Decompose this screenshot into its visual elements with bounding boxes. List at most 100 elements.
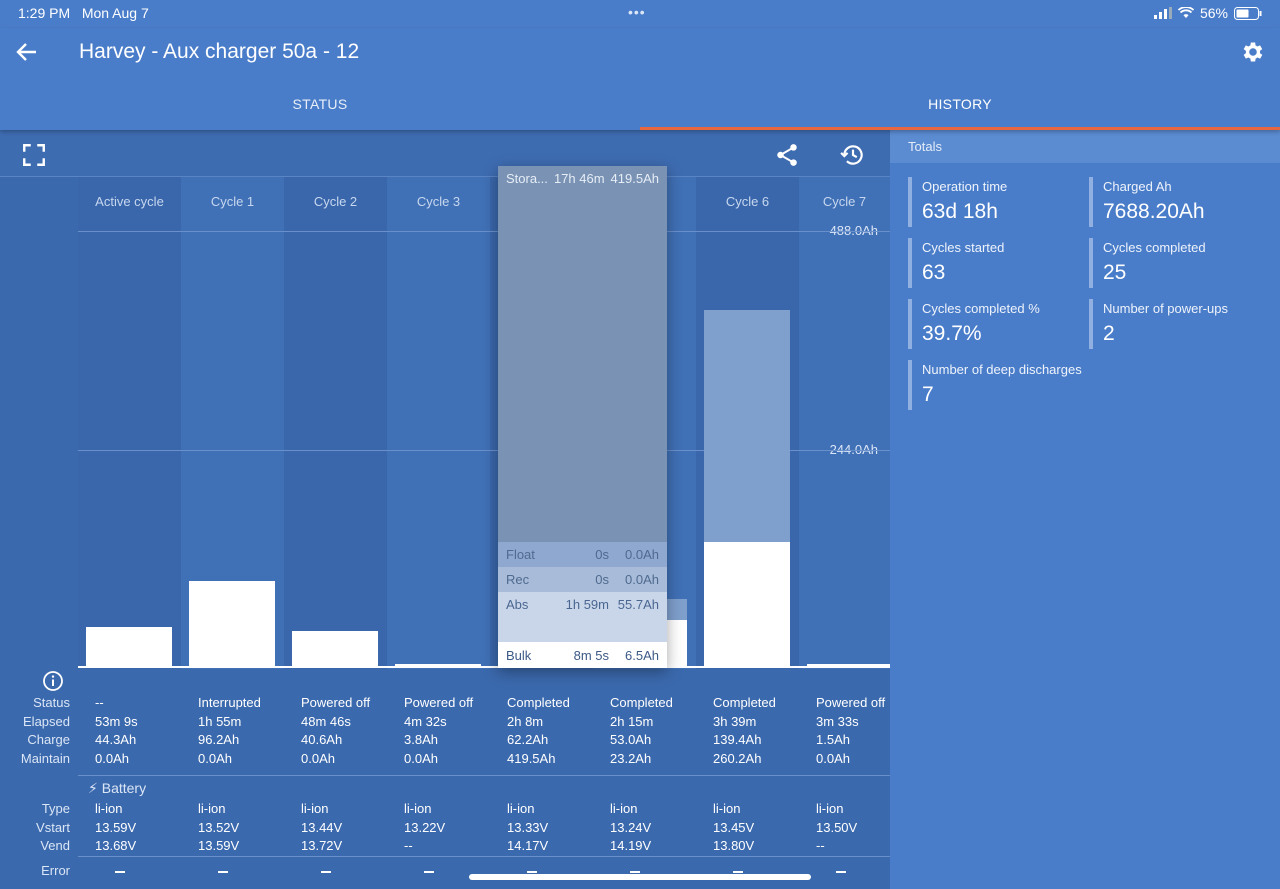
- stat-label: Number of deep discharges: [922, 362, 1082, 377]
- cycle-cell-elapsed: 3h 39m: [713, 713, 757, 729]
- app-bar: Harvey - Aux charger 50a - 12 STATUS HIS…: [0, 28, 1280, 130]
- cycle-detail-tooltip[interactable]: Stora... 17h 46m 419.5Ah Float 0s 0.0Ah Re…: [498, 166, 667, 668]
- tab-status[interactable]: STATUS: [292, 96, 348, 112]
- cycle-cell-status: Completed: [713, 695, 776, 710]
- home-indicator[interactable]: [469, 874, 811, 880]
- row-label-maintain: Maintain: [20, 750, 70, 766]
- share-icon[interactable]: [774, 142, 800, 168]
- tooltip-row-name: Float: [506, 547, 535, 562]
- history-clock-icon[interactable]: [840, 142, 866, 168]
- stat-label: Cycles started: [922, 240, 1005, 255]
- info-icon[interactable]: [42, 670, 64, 692]
- column-header[interactable]: Cycle 2: [313, 194, 358, 209]
- cycle-cell-status: Interrupted: [198, 695, 261, 710]
- row-label-type: Type: [41, 801, 70, 816]
- charge-bar[interactable]: [292, 630, 378, 667]
- gridline: [78, 450, 890, 451]
- cycle-cell-charge: 139.4Ah: [713, 732, 762, 747]
- cycle-cell-type: li-ion: [713, 801, 741, 816]
- totals-panel: Totals Operation time 63d 18h Charged Ah 7…: [890, 130, 1280, 889]
- row-label-error: Error: [41, 863, 70, 878]
- cycle-cell-elapsed: 1h 55m: [198, 713, 242, 729]
- stat-cycles-completed: Cycles completed 25: [1089, 238, 1206, 288]
- stat-value: 63: [922, 261, 946, 284]
- tooltip-row-name: Bulk: [506, 647, 532, 663]
- cycle-cell-status: Powered off: [816, 695, 886, 710]
- tooltip-row-value: 0.0Ah: [625, 547, 659, 562]
- stat-power-ups: Number of power-ups 2: [1089, 299, 1228, 349]
- tooltip-row-float: Float 0s 0.0Ah: [498, 542, 667, 567]
- stat-value: 2: [1103, 322, 1115, 345]
- fullscreen-icon[interactable]: [21, 142, 47, 168]
- stat-value: 25: [1103, 261, 1127, 284]
- stat-charged-ah: Charged Ah 7688.20Ah: [1089, 177, 1205, 227]
- error-none-mark: [218, 871, 228, 873]
- column-stripe: [284, 177, 387, 669]
- cycle-cell-type: li-ion: [95, 801, 123, 816]
- cycle-cell-charge: 1.5Ah: [816, 732, 850, 747]
- cycle-cell-type: li-ion: [610, 801, 638, 816]
- stat-value: 63d 18h: [922, 200, 998, 223]
- tooltip-row-rec: Rec 0s 0.0Ah: [498, 567, 667, 592]
- back-arrow-icon[interactable]: [14, 38, 40, 66]
- column-header[interactable]: Cycle 3: [416, 194, 461, 209]
- tab-history[interactable]: HISTORY: [640, 90, 1280, 130]
- gear-icon[interactable]: [1240, 38, 1266, 66]
- stat-label: Cycles completed: [1103, 240, 1206, 255]
- cycle-cell-vstart: 13.24V: [610, 819, 652, 835]
- charge-bar[interactable]: [86, 627, 172, 667]
- cycle-cell-elapsed: 4m 32s: [404, 713, 447, 729]
- error-none-mark: [836, 871, 846, 873]
- cycle-cell-maintain: 419.5Ah: [507, 750, 556, 766]
- charge-bar[interactable]: [704, 542, 790, 667]
- divider: [78, 775, 890, 776]
- cycle-cell-vstart: 13.33V: [507, 819, 549, 835]
- cycle-cell-type: li-ion: [198, 801, 226, 816]
- cycle-cell-charge: 96.2Ah: [198, 732, 240, 747]
- cycle-cell-maintain: 260.2Ah: [713, 750, 762, 766]
- column-stripe: [387, 177, 490, 669]
- cycle-cell-type: li-ion: [404, 801, 432, 816]
- maintain-bar[interactable]: [704, 309, 790, 543]
- cycle-cell-charge: 3.8Ah: [404, 732, 438, 747]
- row-label-elapsed: Elapsed: [23, 713, 70, 729]
- cycle-cell-elapsed: 48m 46s: [301, 713, 351, 729]
- cycle-cell-maintain: 0.0Ah: [198, 750, 232, 766]
- battery-section-label: Battery: [101, 780, 147, 796]
- tooltip-row-bulk: Bulk 8m 5s 6.5Ah: [498, 642, 667, 668]
- charge-bar[interactable]: [189, 581, 275, 667]
- y-tick-label: 244.0Ah: [829, 442, 878, 457]
- column-header[interactable]: Cycle 6: [725, 194, 770, 209]
- cycle-cell-vstart: 13.45V: [713, 819, 755, 835]
- chart-toolbar: [0, 130, 890, 177]
- charge-bar[interactable]: [807, 664, 893, 667]
- multitask-dots-icon[interactable]: •••: [628, 4, 646, 20]
- column-header[interactable]: Cycle 1: [210, 194, 255, 209]
- column-header[interactable]: Cycle 7: [822, 194, 867, 209]
- tooltip-row-value: 0.0Ah: [625, 572, 659, 587]
- cycle-cell-status: --: [95, 695, 104, 710]
- column-header[interactable]: Active cycle: [95, 194, 164, 209]
- chart-baseline: [78, 666, 890, 668]
- cycle-cell-vend: 13.80V: [713, 838, 755, 853]
- tooltip-row-time: 8m 5s: [573, 647, 609, 663]
- totals-title: Totals: [890, 130, 1280, 163]
- row-label-vstart: Vstart: [36, 819, 70, 835]
- cycle-cell-type: li-ion: [816, 801, 844, 816]
- cycle-cell-maintain: 23.2Ah: [610, 750, 652, 766]
- battery-row-labels: Type Vstart Vend: [0, 800, 70, 856]
- stat-value: 7688.20Ah: [1103, 200, 1205, 223]
- stat-label: Operation time: [922, 179, 1008, 194]
- cycle-cell-maintain: 0.0Ah: [95, 750, 129, 766]
- lightning-icon: ⚡︎: [88, 780, 98, 796]
- charge-bar[interactable]: [395, 663, 481, 667]
- ios-status-bar: 1:29 PM Mon Aug 7 ••• 56%: [0, 0, 1280, 28]
- column-stripe: [78, 177, 181, 669]
- row-label-charge: Charge: [27, 732, 70, 747]
- stat-cycles-completed-percent: Cycles completed % 39.7%: [908, 299, 1040, 349]
- cycle-cell-vend: 13.68V: [95, 838, 137, 853]
- battery-icon: [1234, 6, 1262, 20]
- gridline: [78, 231, 890, 232]
- cycle-cell-vend: 13.72V: [301, 838, 343, 853]
- cellular-signal-icon: [1153, 7, 1172, 19]
